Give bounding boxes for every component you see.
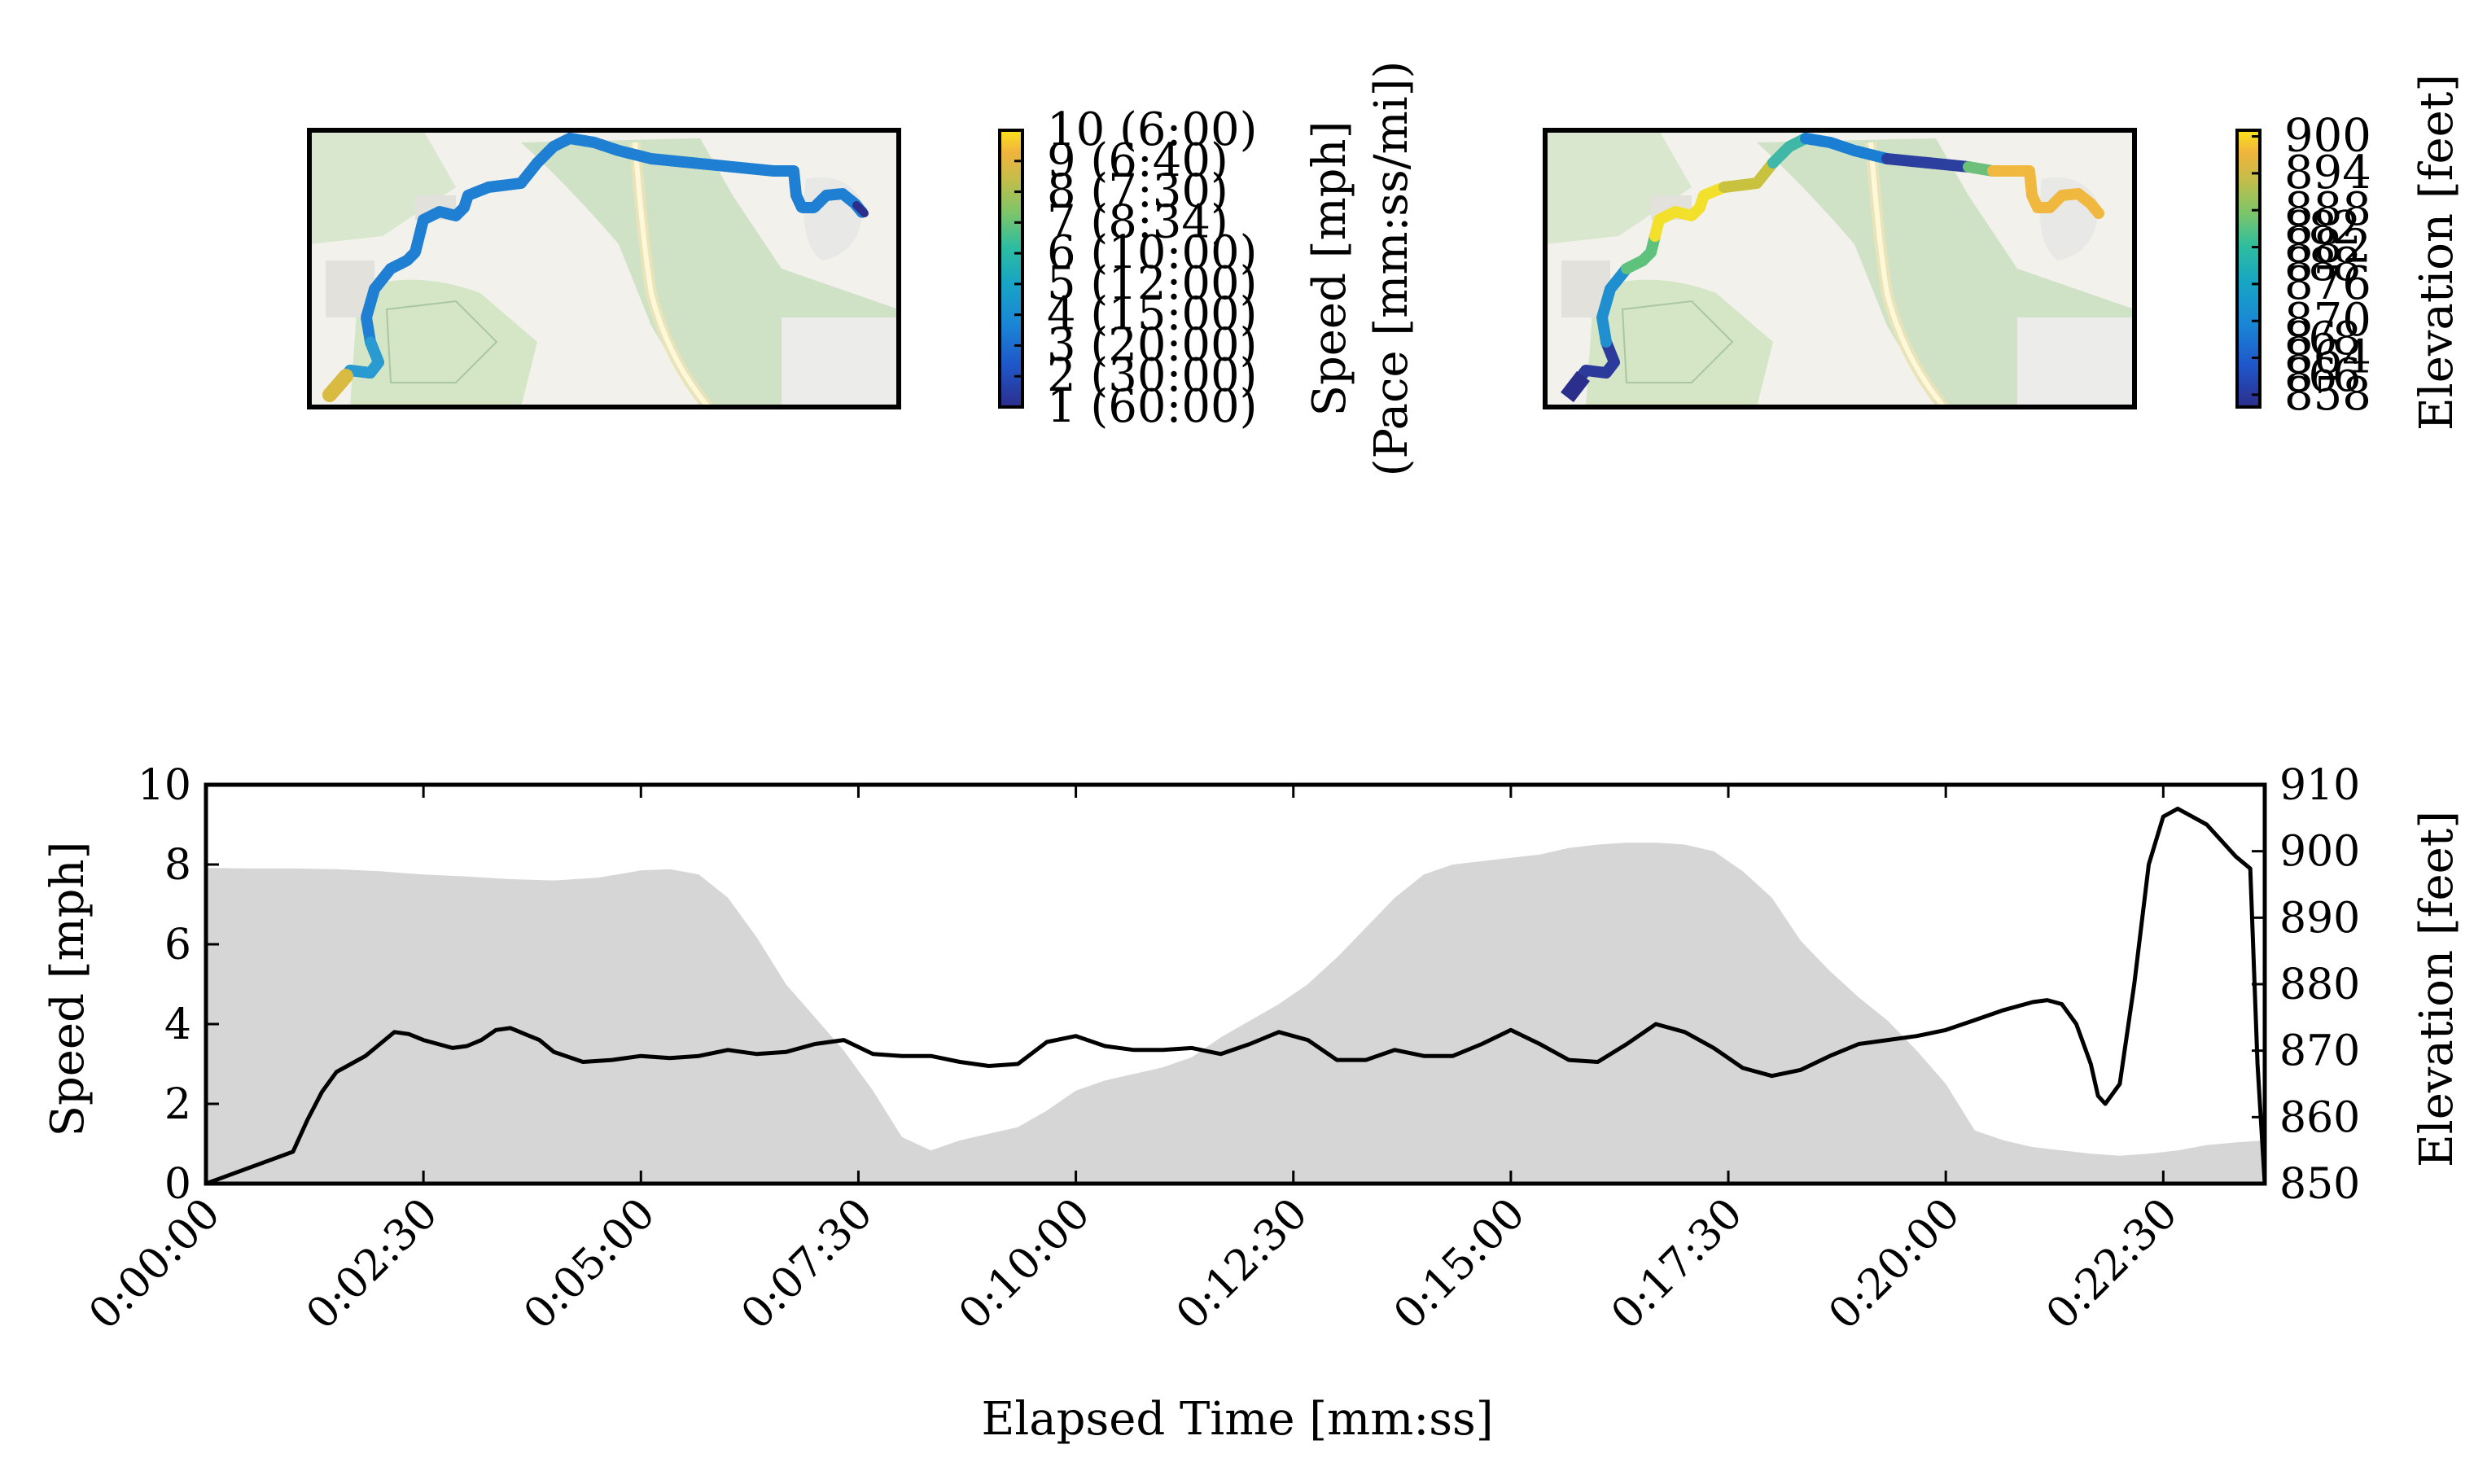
y2tick-label: 870 <box>2279 1027 2360 1076</box>
profile-xlabel: Elapsed Time [mm:ss] <box>981 1393 1493 1446</box>
speed-colorbar-tick-label: 9 (6:40) <box>1047 134 1228 187</box>
elevation-colorbar-label: Elevation [feet] <box>2410 74 2463 431</box>
ytick-label: 8 <box>164 841 191 890</box>
speed-colorbar-tick-label: 4 (15:00) <box>1047 288 1258 341</box>
ytick-label: 10 <box>138 761 191 810</box>
speed-route <box>322 133 869 402</box>
elevation-colorbar-overlap-label: 8 6 8 <box>2284 313 2358 366</box>
xtick-label: 0:17:30 <box>1602 1189 1752 1339</box>
speed-colorbar-ticks: 1 (60:00)2 (30:00)3 (20:00)4 (15:00)5 (1… <box>1014 103 1258 433</box>
y2tick-label: 910 <box>2279 761 2360 810</box>
profile-ylabel: Speed [mph] <box>42 842 94 1137</box>
speed-colorbar-tick-label: 2 (30:00) <box>1047 349 1258 402</box>
xtick-label: 0:20:00 <box>1819 1189 1969 1339</box>
elevation-route-start <box>1561 370 1590 403</box>
y2tick-label: 850 <box>2279 1160 2360 1209</box>
ytick-label: 0 <box>164 1160 191 1209</box>
y2tick-label: 880 <box>2279 961 2360 1009</box>
elevation-colorbar-tick-label: 864 <box>2284 331 2371 384</box>
speed-map-panel <box>307 128 901 409</box>
elevation-area <box>206 843 2265 1184</box>
elevation-colorbar-tick-label: 870 <box>2284 294 2371 347</box>
elevation-map-frame <box>1543 128 2137 409</box>
xtick-label: 0:05:00 <box>514 1189 664 1339</box>
y2tick-label: 860 <box>2279 1093 2360 1142</box>
profile-y2label: Elevation [feet] <box>2410 811 2463 1167</box>
elevation-colorbar-tick-label: 894 <box>2284 147 2371 199</box>
speed-colorbar-label-line2: (Pace [mm:ss/mi]) <box>1365 61 1418 477</box>
y2tick-label: 900 <box>2279 828 2360 877</box>
speed-colorbar-tick-label: 10 (6:00) <box>1047 103 1258 156</box>
elevation-colorbar-gradient <box>2235 129 2262 409</box>
elevation-colorbar-tick-label: 888 <box>2284 183 2371 236</box>
profile-plot: 0 2 4 6 8 10 850 860 870 880 890 900 910 0:00:00 0:02:… <box>42 761 2463 1446</box>
speed-line-layer <box>205 806 2267 1186</box>
ytick-label: 4 <box>164 1000 191 1049</box>
speed-colorbar-gradient <box>998 129 1024 409</box>
elevation-colorbar-overlap-label: 8 8 2 <box>2284 202 2358 255</box>
y2tick-label: 890 <box>2279 894 2360 943</box>
elevation-map-basemap <box>1545 130 2135 407</box>
speed-colorbar-tick-label: 8 (7:30) <box>1047 165 1228 218</box>
elevation-colorbar-tick-label: 882 <box>2284 221 2371 274</box>
speed-colorbar-tick-label: 1 (60:00) <box>1047 380 1258 433</box>
xtick-label: 0:12:30 <box>1167 1189 1317 1339</box>
xtick-label: 0:10:00 <box>950 1189 1100 1339</box>
elevation-colorbar-tick-label: 876 <box>2284 257 2371 310</box>
elevation-colorbar-tick-label: 858 <box>2284 368 2371 421</box>
xtick-label: 0:22:30 <box>2037 1189 2187 1339</box>
speed-colorbar-tick-label: 6 (10:00) <box>1047 226 1258 279</box>
xtick-label: 0:07:30 <box>732 1189 882 1339</box>
xtick-label: 0:00:00 <box>80 1189 230 1339</box>
speed-map-frame <box>307 128 901 409</box>
speed-colorbar: 1 (60:00)2 (30:00)3 (20:00)4 (15:00)5 (1… <box>998 61 1418 477</box>
ytick-label: 2 <box>164 1080 191 1129</box>
elevation-colorbar-tick-label: 900 <box>2284 110 2371 163</box>
elevation-route <box>1568 133 2104 392</box>
speed-colorbar-tick-label: 3 (20:00) <box>1047 318 1258 371</box>
xtick-label: 0:15:00 <box>1385 1189 1535 1339</box>
speed-colorbar-tick-label: 7 (8:34) <box>1047 195 1228 248</box>
speed-colorbar-label-line1: Speed [mph] <box>1303 121 1356 417</box>
ytick-label: 6 <box>164 921 191 970</box>
elevation-area-layer <box>206 843 2265 1184</box>
xtick-label: 0:02:30 <box>297 1189 447 1339</box>
speed-line <box>205 806 2267 1186</box>
elevation-map-panel <box>1543 128 2137 409</box>
speed-colorbar-tick-label: 5 (12:00) <box>1047 257 1258 310</box>
